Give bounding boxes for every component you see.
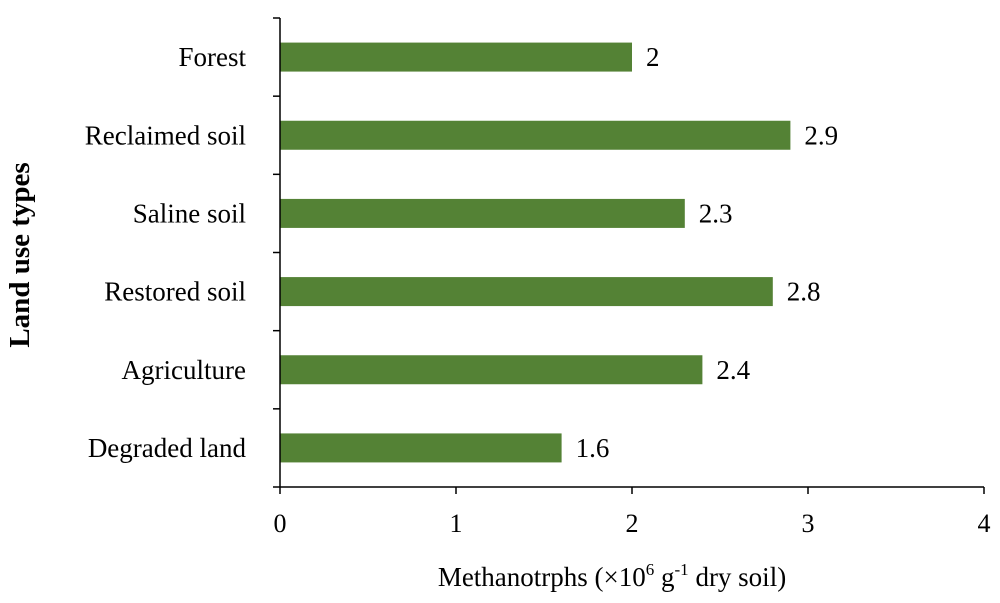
bar-degraded-land bbox=[280, 433, 562, 463]
x-tick-label-2: 2 bbox=[626, 509, 639, 538]
x-axis-title: Methanotrphs (×106 g-1 dry soil) bbox=[438, 560, 786, 592]
data-label-degraded-land: 1.6 bbox=[576, 433, 610, 463]
x-tick-label-0: 0 bbox=[274, 509, 287, 538]
x-tick-label-1: 1 bbox=[450, 509, 463, 538]
category-label-forest: Forest bbox=[179, 42, 247, 72]
category-label-reclaimed-soil: Reclaimed soil bbox=[85, 120, 246, 150]
x-axis-title-suffix: dry soil) bbox=[689, 562, 787, 592]
bar-restored-soil bbox=[280, 277, 773, 307]
x-axis-title-unit-g: g bbox=[654, 562, 674, 592]
data-label-reclaimed-soil: 2.9 bbox=[804, 120, 838, 150]
data-label-forest: 2 bbox=[646, 42, 660, 72]
bar-forest bbox=[280, 42, 632, 72]
x-axis-title-exponent-minus-1: -1 bbox=[675, 560, 689, 579]
category-label-restored-soil: Restored soil bbox=[104, 277, 246, 307]
ticks-group bbox=[273, 17, 985, 494]
category-label-agriculture: Agriculture bbox=[122, 355, 246, 385]
data-label-saline-soil: 2.3 bbox=[699, 198, 733, 228]
data-labels-group: 2 2.9 2.3 2.8 2.4 1.6 bbox=[576, 42, 839, 463]
category-label-degraded-land: Degraded land bbox=[88, 433, 247, 463]
bar-saline-soil bbox=[280, 198, 685, 228]
x-tick-label-3: 3 bbox=[802, 509, 815, 538]
x-axis-title-exponent-6: 6 bbox=[646, 560, 655, 579]
y-axis-title: Land use types bbox=[4, 162, 36, 347]
data-label-restored-soil: 2.8 bbox=[787, 277, 821, 307]
x-tick-label-4: 4 bbox=[978, 509, 991, 538]
bars-group bbox=[280, 42, 791, 463]
data-label-agriculture: 2.4 bbox=[716, 355, 750, 385]
category-label-saline-soil: Saline soil bbox=[133, 198, 246, 228]
bar-reclaimed-soil bbox=[280, 120, 791, 150]
x-tick-labels-group: 0 1 2 3 4 bbox=[274, 509, 991, 538]
x-axis-title-prefix: Methanotrphs (×10 bbox=[438, 562, 646, 592]
category-labels-group: Forest Reclaimed soil Saline soil Restored … bbox=[85, 42, 247, 463]
bar-agriculture bbox=[280, 355, 703, 385]
